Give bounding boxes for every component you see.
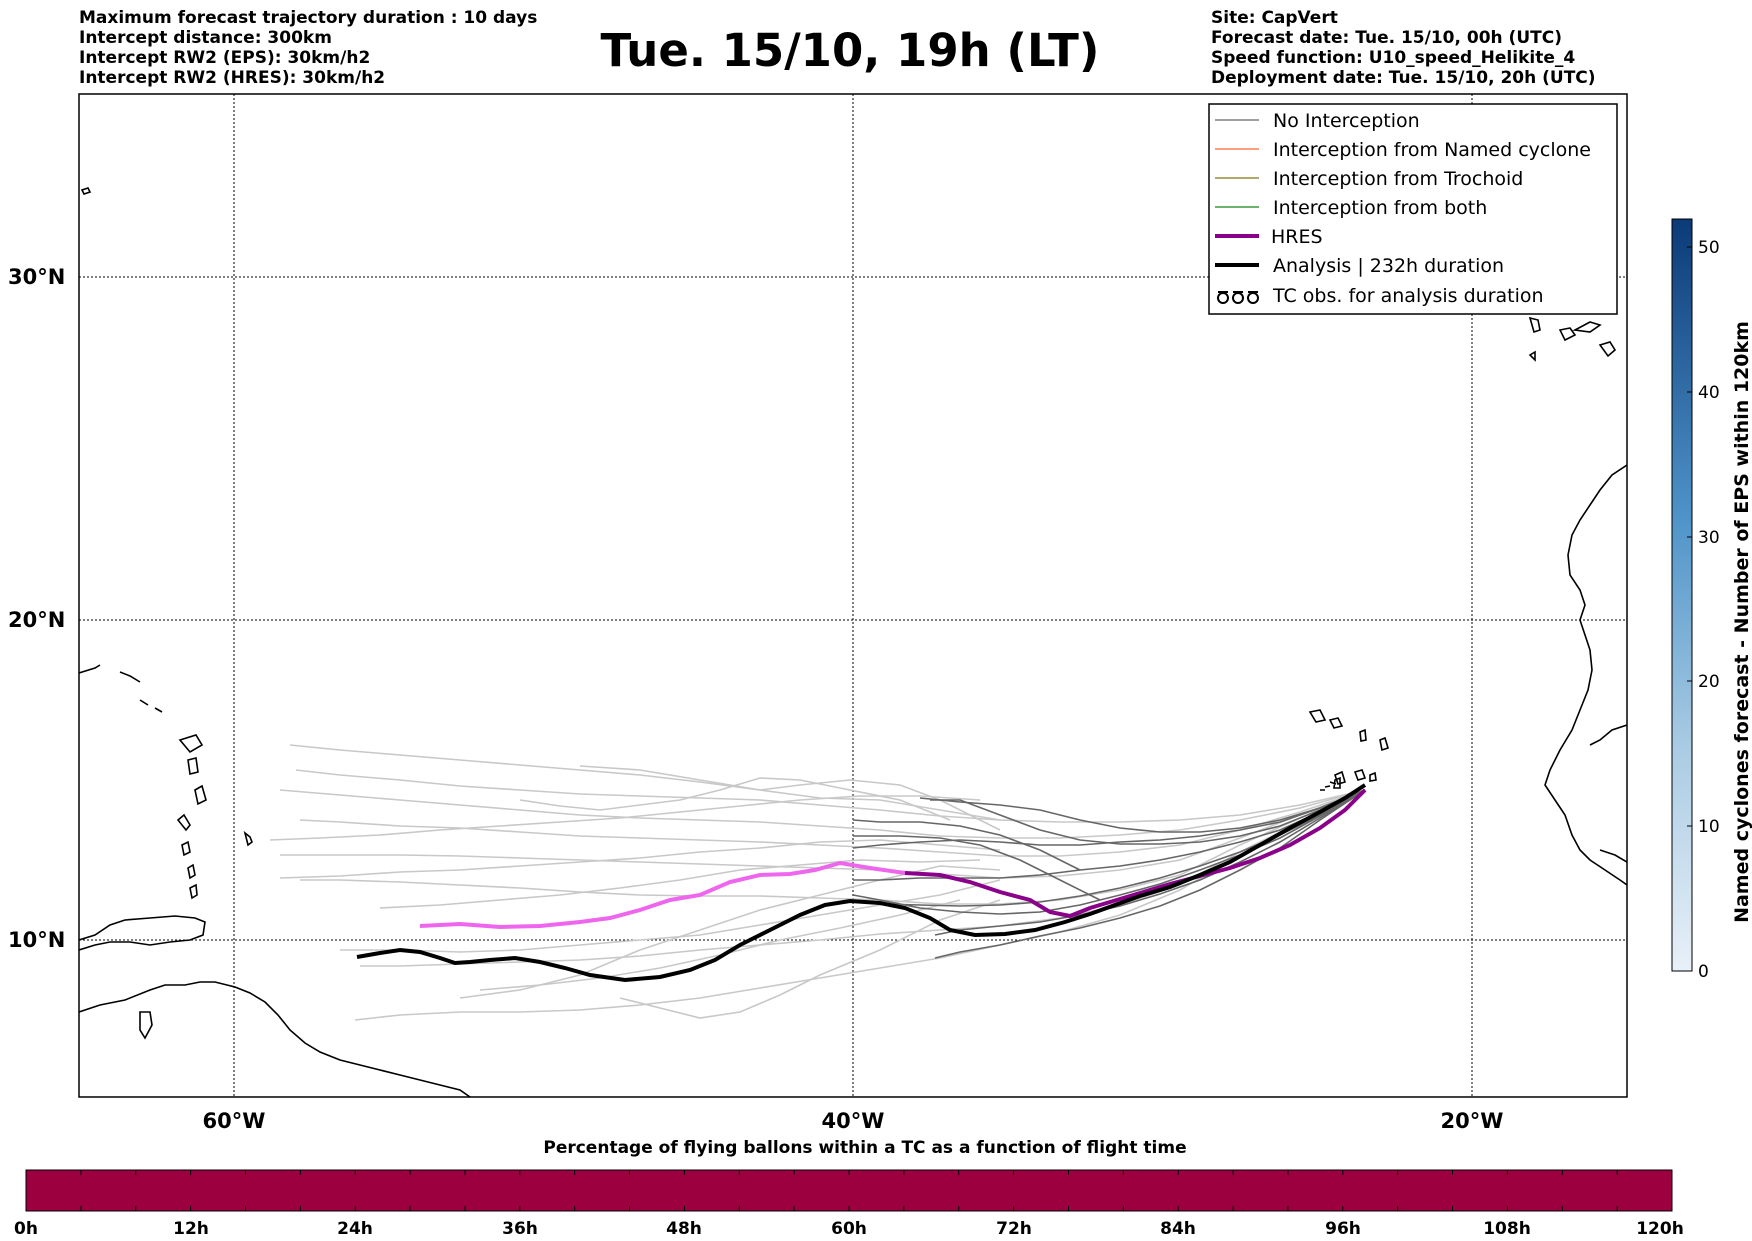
colorbar-tick: 10 [1698,817,1720,837]
eps-trajectory [269,795,981,841]
lat-label-30n: 30°N [8,265,65,289]
eps-trajectory [519,777,951,821]
colorbar-gradient [1671,218,1693,972]
time-tick-label: 24h [337,1219,373,1239]
info-line: Intercept distance: 300km [79,28,332,48]
time-ticks [80,1170,1618,1211]
info-line: Speed function: U10_speed_Helikite_4 [1211,48,1576,68]
time-bar [25,1169,1673,1212]
colorbar-tick: 50 [1698,238,1720,258]
info-line: Intercept RW2 (EPS): 30km/h2 [79,48,371,68]
south-america-coast [79,981,471,1097]
site-info: Site: CapVert Forecast date: Tue. 15/10,… [1211,8,1596,88]
eps-trajectory [279,839,1001,879]
eps-trajectory [299,789,1366,857]
eps-trajectory [479,899,961,991]
eps-trajectory [853,789,1366,881]
africa-coast [1544,464,1627,886]
eps-trajectory [853,835,1101,901]
map-area [79,94,1627,1097]
time-tick-label: 120h [1636,1219,1684,1239]
time-tick-label: 0h [14,1219,38,1239]
time-tick-label: 60h [831,1219,867,1239]
legend-label: TC obs. for analysis duration [1272,285,1544,307]
eps-trajectory [340,879,1001,953]
map-frame [78,93,1628,1098]
time-tick-label: 72h [996,1219,1032,1239]
eps-trajectory [289,744,1001,821]
colorbar-tick: 0 [1698,962,1709,982]
hres-trajectory-light [419,860,906,930]
time-tick-label: 12h [173,1219,209,1239]
legend-label: Interception from Trochoid [1273,168,1523,190]
analysis-trajectory [356,783,1367,983]
africa-coast-detail [1589,724,1627,863]
virgin-islands [79,664,163,713]
colorbar-tick: 30 [1698,528,1720,548]
bottom-colorbar: 0h 12h 24h 36h 48h 60h 72h 84h 96h 108h … [14,1169,1684,1239]
eps-trajectory [852,819,1081,871]
time-tick-label: 84h [1160,1219,1196,1239]
azores-islet [80,187,92,195]
eps-trajectory [379,859,981,909]
right-colorbar: 0 10 20 30 40 50 Named cyclones forecast… [1671,218,1752,982]
canary-islands [1528,316,1617,362]
lon-label-60w: 60°W [203,1109,266,1133]
lon-label-40w: 40°W [822,1109,885,1133]
legend-label: Interception from both [1273,197,1487,219]
info-line: Site: CapVert [1211,8,1338,28]
eps-trajectory [279,789,1366,839]
time-tick-label: 48h [666,1219,702,1239]
eps-trajectory [934,789,1366,936]
time-tick-label: 36h [502,1219,538,1239]
island-small [243,830,253,847]
coastlines [79,187,1627,1097]
caribbean-coast [79,915,206,951]
legend-label: Analysis | 232h duration [1273,255,1504,277]
lat-label-10n: 10°N [8,928,65,952]
eps-trajectories-light [269,744,1366,1021]
eps-trajectories-dark [852,789,1366,959]
info-line: Forecast date: Tue. 15/10, 00h (UTC) [1211,28,1562,48]
colorbar-tick: 20 [1698,672,1720,692]
legend-box [1208,103,1618,315]
legend-label: HRES [1271,226,1323,248]
lon-label-20w: 20°W [1441,1109,1504,1133]
eps-trajectory [852,789,1366,849]
info-line: Intercept RW2 (HRES): 30km/h2 [79,68,386,88]
cape-verde-south [1334,770,1377,785]
info-line: Deployment date: Tue. 15/10, 20h (UTC) [1211,68,1596,88]
info-line: Maximum forecast trajectory duration : 1… [79,8,538,28]
forecast-settings: Maximum forecast trajectory duration : 1… [79,8,537,88]
eps-trajectory [295,769,1366,823]
legend-label: Interception from Named cyclone [1273,139,1591,161]
eps-trajectory [579,765,1001,831]
hres-trajectory [904,788,1367,919]
time-bar-title: Percentage of flying ballons within a TC… [543,1138,1187,1158]
eps-trajectory [934,789,1366,959]
colorbar-label: Named cyclones forecast - Number of EPS … [1731,321,1752,923]
eps-trajectory [619,899,1001,1019]
colorbar-tick: 40 [1698,383,1720,403]
map-title: Tue. 15/10, 19h (LT) [600,24,1100,77]
tc-symbol-icon [1217,291,1259,304]
eps-trajectory [919,789,1366,833]
cape-verde-islands [1308,709,1389,791]
legend: No Interception Interception from Named … [1208,103,1618,315]
lat-lon-grid [79,94,1627,1097]
lesser-antilles [176,734,207,900]
legend-label: No Interception [1273,110,1420,132]
time-tick-label: 96h [1325,1219,1361,1239]
lat-label-20n: 20°N [8,608,65,632]
eps-trajectory [300,789,1366,905]
trinidad [139,1011,153,1040]
eps-trajectory [930,789,1366,845]
time-tick-label: 108h [1483,1219,1531,1239]
